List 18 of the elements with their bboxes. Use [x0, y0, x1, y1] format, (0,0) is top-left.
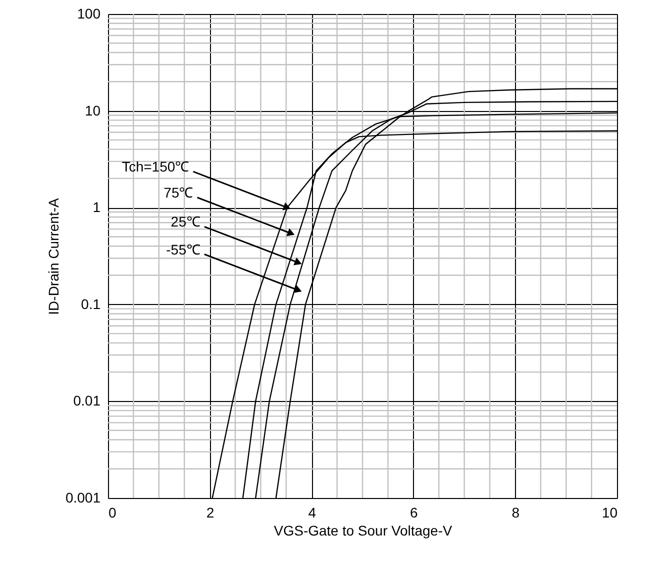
x-tick-label: 4 — [308, 504, 316, 520]
y-tick-label: 0.001 — [65, 490, 101, 506]
annotation: 75℃ — [164, 184, 194, 201]
y-tick-label: 0.01 — [73, 392, 101, 409]
y-tick-label: 10 — [84, 102, 101, 118]
y-tick-label: 0.1 — [81, 296, 101, 312]
y-tick-label: 100 — [77, 6, 101, 22]
x-tick-label: 6 — [410, 504, 418, 520]
x-axis-title: VGS-Gate to Sour Voltage-V — [274, 522, 453, 538]
x-tick-label: 10 — [602, 504, 618, 520]
y-axis-title: ID-Drain Current-A — [45, 198, 62, 315]
x-tick-label: 8 — [512, 504, 520, 520]
y-tick-label: 1 — [92, 199, 101, 216]
x-tick-label: 2 — [206, 504, 214, 520]
annotation: 25℃ — [170, 214, 200, 230]
annotation: -55℃ — [166, 241, 200, 258]
annotation: Tch=150℃ — [122, 158, 190, 175]
x-tick-label: 0 — [108, 504, 116, 520]
